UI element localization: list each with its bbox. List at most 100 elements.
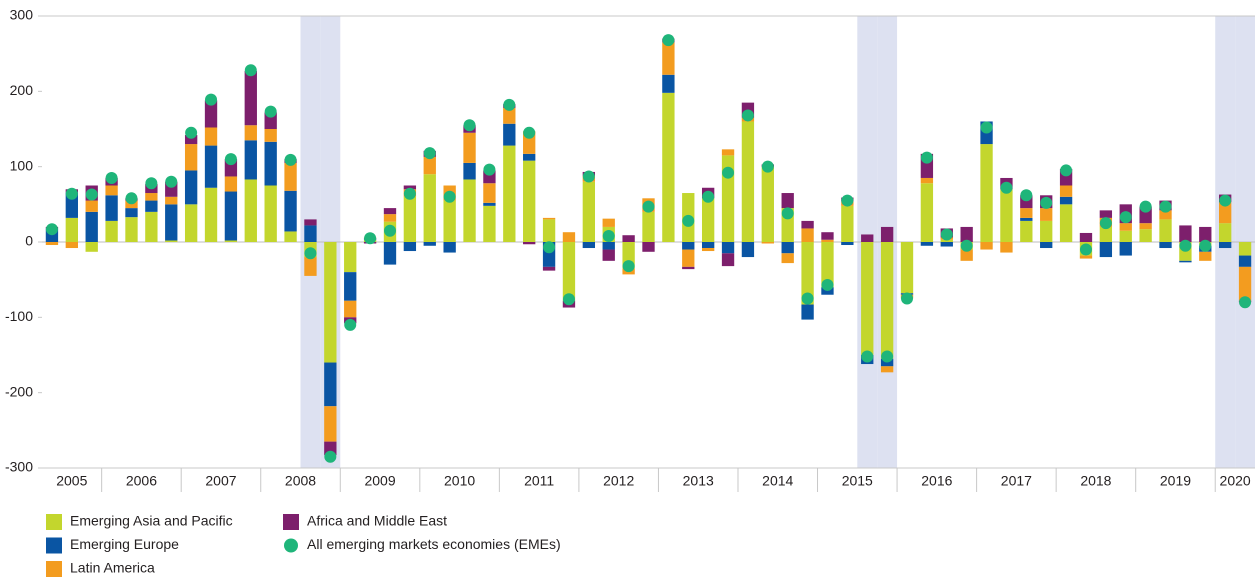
total-dot [503, 98, 516, 111]
total-dot [1020, 189, 1033, 202]
bar-segment [542, 266, 556, 271]
bar-segment [1238, 266, 1252, 301]
bar-segment [701, 198, 715, 242]
total-dot [463, 119, 476, 132]
bar-segment [1099, 210, 1113, 218]
bar-segment [125, 208, 138, 218]
bar-segment [980, 242, 993, 250]
bar-segment [1139, 229, 1152, 242]
bar-segment [125, 200, 138, 209]
bar-segment [463, 132, 476, 163]
bar-segment [264, 185, 277, 242]
bar-segment [542, 219, 556, 242]
bar-segment [1000, 189, 1013, 242]
total-dot [722, 166, 735, 179]
legend-label: Latin America [70, 560, 155, 576]
bar-segment [662, 92, 675, 242]
bar-segment [1099, 242, 1113, 258]
bar-segment [224, 191, 238, 241]
bar-segment [781, 253, 794, 264]
bar-segment [204, 100, 218, 128]
total-dot [1099, 217, 1112, 230]
y-tick-label: -300 [5, 459, 33, 475]
bar-segment [423, 156, 436, 175]
bar-segment [582, 242, 596, 249]
total-dot [1079, 243, 1092, 256]
bar-segment [602, 218, 615, 227]
bar-segment [880, 242, 894, 359]
bar-segment [960, 249, 973, 261]
x-tick-label: 2018 [1080, 473, 1111, 489]
bar-segment [861, 242, 874, 355]
bar-segment [682, 242, 695, 250]
total-dot [562, 293, 575, 306]
bar-segment [383, 242, 397, 265]
total-dot [861, 350, 874, 363]
total-dot [45, 223, 58, 236]
bar-segment [264, 141, 277, 186]
total-dot [364, 232, 377, 245]
bar-segment [940, 242, 953, 247]
bar-segment [1040, 208, 1053, 221]
bar-segment [1159, 219, 1172, 242]
bar-segment [980, 144, 993, 242]
bar-segment [344, 242, 357, 273]
total-dot [662, 34, 675, 47]
bar-segment [602, 242, 615, 250]
bar-segment [85, 200, 98, 212]
bar-segment [841, 205, 854, 242]
bar-segment [284, 231, 297, 242]
bar-segment [383, 214, 397, 222]
total-dot [185, 126, 198, 139]
total-dot [741, 109, 754, 122]
total-dot [145, 177, 158, 190]
bar-segment [523, 153, 536, 161]
bar-segment [344, 300, 357, 318]
bar-segment [781, 242, 794, 254]
total-dot [244, 64, 257, 77]
bar-segment [1040, 220, 1053, 242]
bar-segment [204, 145, 218, 188]
bar-segment [920, 183, 934, 242]
bar-segment [781, 193, 794, 209]
legend-label: Africa and Middle East [307, 513, 447, 529]
bar-segment [880, 226, 894, 242]
total-dot [801, 292, 814, 305]
x-tick-label: 2007 [205, 473, 236, 489]
bar-segment [184, 204, 198, 242]
bar-segment [304, 219, 317, 226]
bar-segment [1000, 242, 1013, 253]
legend-label: Emerging Europe [70, 536, 179, 552]
total-dot [920, 151, 933, 164]
total-dot [682, 214, 695, 227]
bar-segment [224, 176, 238, 192]
bar-segment [662, 74, 675, 93]
total-dot [523, 126, 536, 139]
y-tick-label: 0 [25, 233, 33, 249]
bar-segment [244, 140, 257, 180]
bar-segment [1179, 225, 1192, 242]
total-dot [383, 224, 396, 237]
bar-segment [1159, 210, 1172, 220]
bar-segment [801, 304, 814, 320]
bar-segment [1079, 232, 1093, 242]
bar-segment [682, 266, 695, 270]
legend-marker [46, 561, 62, 577]
bar-segment [940, 239, 953, 242]
total-dot [702, 190, 715, 203]
bar-segment [1020, 220, 1033, 242]
total-dot [284, 153, 297, 166]
x-tick-label: 2005 [56, 473, 87, 489]
bar-segment [1199, 226, 1212, 242]
bar-segment [642, 211, 655, 242]
x-tick-label: 2012 [603, 473, 634, 489]
bar-segment [403, 242, 417, 252]
y-tick-label: -100 [5, 308, 33, 324]
bar-segment [701, 242, 715, 249]
total-dot [483, 163, 496, 176]
total-dot [344, 318, 357, 331]
bar-segment [105, 220, 118, 242]
x-tick-label: 2013 [683, 473, 714, 489]
bar-segment [642, 242, 655, 252]
bar-segment [821, 232, 834, 240]
